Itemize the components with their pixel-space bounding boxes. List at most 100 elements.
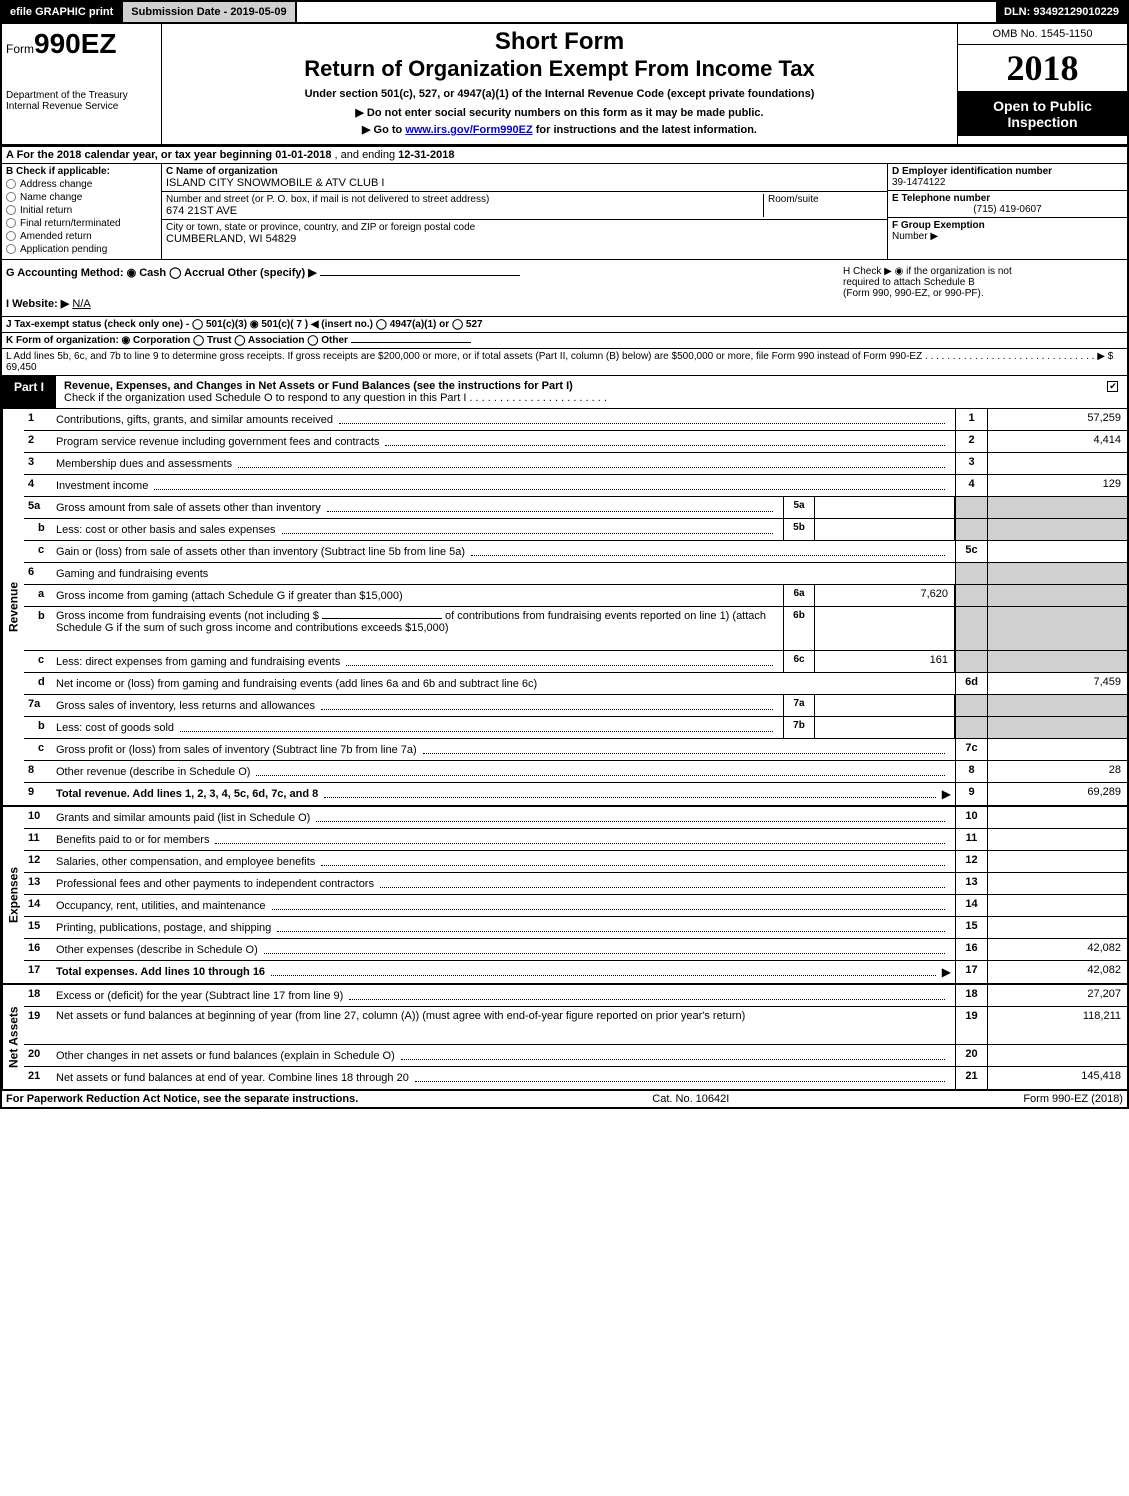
line-num: 2 [24, 431, 52, 452]
ein-value: 39-1474122 [892, 177, 945, 188]
line-rnum: 3 [955, 453, 987, 474]
line-2: 2 Program service revenue including gove… [24, 431, 1127, 453]
section-d-ein: D Employer identification number 39-1474… [887, 164, 1127, 259]
section-k-form-org: K Form of organization: ◉ Corporation ◯ … [0, 333, 1129, 349]
line-val [987, 497, 1127, 518]
line-val: 28 [987, 761, 1127, 782]
chk-amended-return[interactable]: Amended return [6, 231, 157, 242]
line-desc: Total expenses. Add lines 10 through 16▶ [52, 961, 955, 983]
line-5a: 5a Gross amount from sale of assets othe… [24, 497, 1127, 519]
dept-irs-text: Internal Revenue Service [6, 101, 157, 112]
do-not-enter-text: ▶ Do not enter social security numbers o… [170, 106, 949, 119]
efile-print-button[interactable]: efile GRAPHIC print [2, 2, 123, 22]
line-9: 9 Total revenue. Add lines 1, 2, 3, 4, 5… [24, 783, 1127, 805]
line-rnum [955, 497, 987, 518]
line-num: c [24, 651, 52, 672]
section-l-gross-receipts: L Add lines 5b, 6c, and 7b to line 9 to … [0, 349, 1129, 376]
line-rnum [955, 519, 987, 540]
line-desc: Gross profit or (loss) from sales of inv… [52, 739, 955, 760]
chk-final-return[interactable]: Final return/terminated [6, 218, 157, 229]
line-1: 1 Contributions, gifts, grants, and simi… [24, 409, 1127, 431]
line-desc: Gaming and fundraising events [52, 563, 955, 584]
section-h: H Check ▶ ◉ if the organization is not r… [843, 266, 1123, 310]
line-rnum: 9 [955, 783, 987, 805]
part-1-check[interactable] [1097, 376, 1127, 408]
line-17: 17 Total expenses. Add lines 10 through … [24, 961, 1127, 983]
line-rnum: 4 [955, 475, 987, 496]
line-num: d [24, 673, 52, 694]
line-val [987, 453, 1127, 474]
mid-val [815, 717, 955, 738]
org-name-label: C Name of organization [166, 166, 883, 177]
line-15: 15 Printing, publications, postage, and … [24, 917, 1127, 939]
footer-right: Form 990-EZ (2018) [1023, 1093, 1123, 1105]
line-8: 8 Other revenue (describe in Schedule O)… [24, 761, 1127, 783]
addr-label: Number and street (or P. O. box, if mail… [166, 194, 763, 205]
line-val: 27,207 [987, 985, 1127, 1006]
line-val [987, 873, 1127, 894]
tel-value: (715) 419-0607 [892, 204, 1123, 215]
sec-h-line2: required to attach Schedule B [843, 277, 1123, 288]
line-desc: Other expenses (describe in Schedule O) [52, 939, 955, 960]
line-rnum: 18 [955, 985, 987, 1006]
line-rnum: 6d [955, 673, 987, 694]
line-desc: Benefits paid to or for members [52, 829, 955, 850]
line-rnum: 21 [955, 1067, 987, 1089]
top-bar-left: efile GRAPHIC print Submission Date - 20… [2, 2, 297, 22]
line-6d: d Net income or (loss) from gaming and f… [24, 673, 1127, 695]
city-row: City or town, state or province, country… [162, 220, 887, 247]
header-left: Form990EZ Department of the Treasury Int… [2, 24, 162, 144]
line-rnum [955, 695, 987, 716]
line-rnum: 15 [955, 917, 987, 938]
line-5b: b Less: cost or other basis and sales ex… [24, 519, 1127, 541]
line-16: 16 Other expenses (describe in Schedule … [24, 939, 1127, 961]
line-rnum: 17 [955, 961, 987, 983]
line-6: 6 Gaming and fundraising events [24, 563, 1127, 585]
line-num: 14 [24, 895, 52, 916]
line-rnum: 11 [955, 829, 987, 850]
line-desc: Less: cost or other basis and sales expe… [52, 519, 783, 540]
chk-initial-return[interactable]: Initial return [6, 205, 157, 216]
part-1-header: Part I Revenue, Expenses, and Changes in… [0, 376, 1129, 409]
line-val: 129 [987, 475, 1127, 496]
sec-a-prefix: A For the 2018 calendar year, or tax yea… [6, 149, 275, 161]
chk-address-change[interactable]: Address change [6, 179, 157, 190]
net-assets-section: Net Assets 18 Excess or (deficit) for th… [0, 985, 1129, 1091]
chk-application-pending[interactable]: Application pending [6, 244, 157, 255]
chk-name-change[interactable]: Name change [6, 192, 157, 203]
line-desc: Gross amount from sale of assets other t… [52, 497, 783, 518]
goto-link[interactable]: www.irs.gov/Form990EZ [405, 124, 532, 136]
line-num: c [24, 541, 52, 562]
line-val: 118,211 [987, 1007, 1127, 1044]
section-g: G Accounting Method: ◉ Cash ◯ Accrual Ot… [6, 266, 843, 310]
line-desc: Less: cost of goods sold [52, 717, 783, 738]
line-7b: b Less: cost of goods sold 7b [24, 717, 1127, 739]
department-label: Department of the Treasury Internal Reve… [6, 90, 157, 112]
page-footer: For Paperwork Reduction Act Notice, see … [0, 1091, 1129, 1109]
line-val [987, 651, 1127, 672]
revenue-vlabel: Revenue [2, 409, 24, 805]
line-rnum: 12 [955, 851, 987, 872]
city-label: City or town, state or province, country… [166, 222, 883, 233]
line-6c: c Less: direct expenses from gaming and … [24, 651, 1127, 673]
tax-year: 2018 [958, 45, 1127, 92]
line-val [987, 519, 1127, 540]
goto-prefix: ▶ Go to [362, 124, 405, 136]
section-b-checkboxes: B Check if applicable: Address change Na… [2, 164, 162, 259]
revenue-section: Revenue 1 Contributions, gifts, grants, … [0, 409, 1129, 807]
open-to-public-badge: Open to Public Inspection [958, 92, 1127, 136]
line-rnum: 5c [955, 541, 987, 562]
line-num: 17 [24, 961, 52, 983]
submission-date: Submission Date - 2019-05-09 [123, 2, 296, 22]
line-desc: Total revenue. Add lines 1, 2, 3, 4, 5c,… [52, 783, 955, 805]
mid-val: 161 [815, 651, 955, 672]
line-val [987, 917, 1127, 938]
line-num: 9 [24, 783, 52, 805]
header-right: OMB No. 1545-1150 2018 Open to Public In… [957, 24, 1127, 144]
line-desc: Less: direct expenses from gaming and fu… [52, 651, 783, 672]
section-a-tax-year: A For the 2018 calendar year, or tax yea… [0, 147, 1129, 164]
line-val [987, 585, 1127, 606]
top-bar: efile GRAPHIC print Submission Date - 20… [0, 0, 1129, 22]
part-1-title: Revenue, Expenses, and Changes in Net As… [56, 376, 1097, 408]
ein-label: D Employer identification number [892, 166, 1052, 177]
